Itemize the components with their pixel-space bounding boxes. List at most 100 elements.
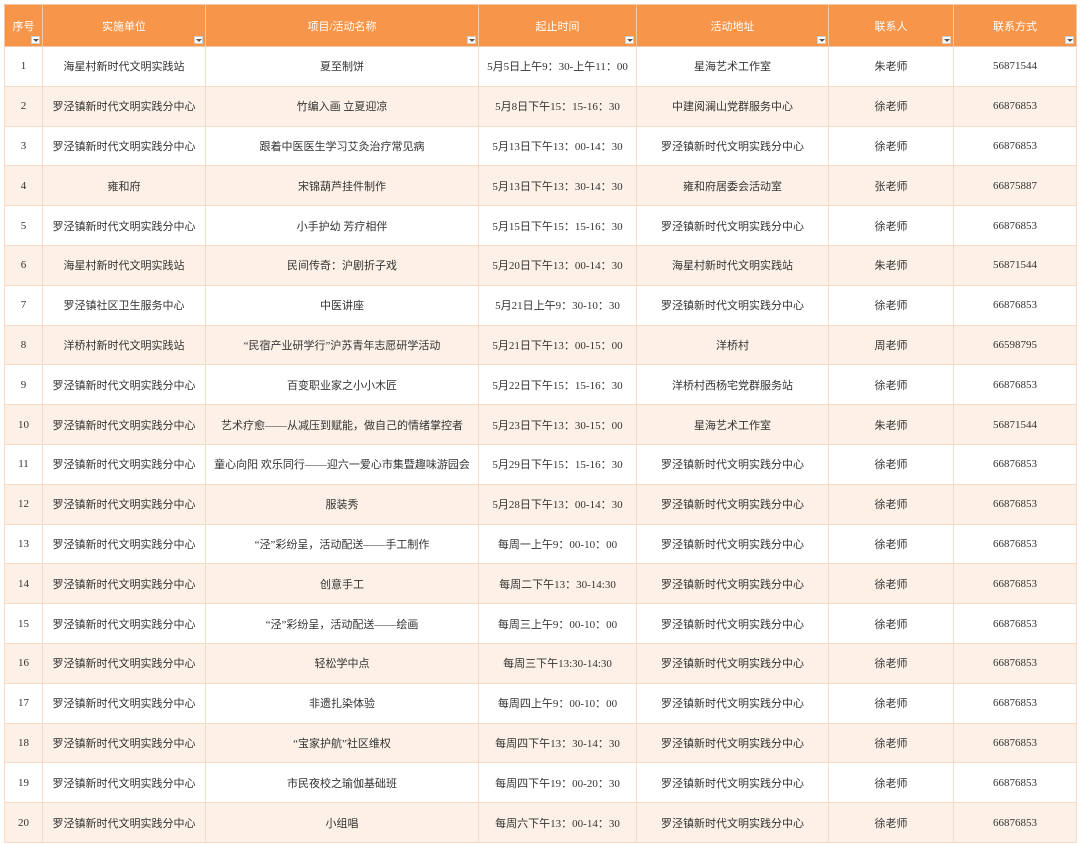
table-cell: 罗泾镇社区卫生服务中心 xyxy=(42,284,206,326)
table-cell: 罗泾镇新时代文明实践分中心 xyxy=(636,802,829,843)
table-cell: “泾”彩纷呈，活动配送——手工制作 xyxy=(205,523,479,565)
table-cell: 8 xyxy=(4,324,43,366)
table-cell: 徐老师 xyxy=(828,802,954,843)
table-cell: 7 xyxy=(4,284,43,326)
table-row: 20 罗泾镇新时代文明实践分中心 小组唱 每周六下午13：00-14：30 罗泾镇新时代… xyxy=(4,802,1077,843)
table-cell: 5月8日下午15：15-16：30 xyxy=(478,85,637,127)
header-label: 项目/活动名称 xyxy=(307,20,377,33)
table-cell: 5月13日下午13：30-14：30 xyxy=(478,165,637,207)
table-cell: 5月21日下午13：00-15：00 xyxy=(478,324,637,366)
table-wrap: 序号 实施单位 项目/活动名称 起止时间 活动地址 联系人 联系方式 1 海星村新时代文明实践… xyxy=(4,4,1077,843)
filter-button[interactable] xyxy=(625,36,634,44)
table-cell: 66876853 xyxy=(953,483,1077,525)
filter-button[interactable] xyxy=(1065,36,1074,44)
header-label: 实施单位 xyxy=(102,20,146,33)
table-row: 1 海星村新时代文明实践站 夏至制饼 5月5日上午9：30-上午11：00 星海艺术工作… xyxy=(4,46,1077,87)
table-cell: 18 xyxy=(4,722,43,764)
table-cell: 徐老师 xyxy=(828,85,954,127)
table-cell: 5月29日下午15：15-16：30 xyxy=(478,443,637,485)
table-cell: 张老师 xyxy=(828,165,954,207)
table-cell: 5 xyxy=(4,205,43,246)
table-cell: 66876853 xyxy=(953,364,1077,406)
table-row: 16 罗泾镇新时代文明实践分中心 轻松学中点 每周三下午13:30-14:30 罗泾镇新… xyxy=(4,642,1077,684)
table-cell: 每周二下午13：30-14:30 xyxy=(478,563,637,605)
table-cell: 宋锦葫芦挂件制作 xyxy=(205,165,479,207)
table-cell: 56871544 xyxy=(953,404,1077,445)
table-cell: 56871544 xyxy=(953,244,1077,286)
filter-button[interactable] xyxy=(194,36,203,44)
table-cell: 66876853 xyxy=(953,205,1077,246)
table-row: 18 罗泾镇新时代文明实践分中心 “宝家护航”社区维权 每周四下午13：30-14：3… xyxy=(4,722,1077,764)
table-cell: 66876853 xyxy=(953,762,1077,804)
table-cell: 5月20日下午13：00-14：30 xyxy=(478,244,637,286)
table-row: 9 罗泾镇新时代文明实践分中心 百变职业家之小小木匠 5月22日下午15：15-16：… xyxy=(4,364,1077,406)
table-cell: 56871544 xyxy=(953,46,1077,87)
table-cell: 周老师 xyxy=(828,324,954,366)
column-header: 实施单位 xyxy=(42,4,206,47)
table-cell: 5月23日下午13：30-15：00 xyxy=(478,404,637,445)
header-label: 联系方式 xyxy=(993,20,1037,33)
table-cell: 罗泾镇新时代文明实践分中心 xyxy=(636,642,829,684)
table-row: 12 罗泾镇新时代文明实践分中心 服装秀 5月28日下午13：00-14：30 罗泾镇新… xyxy=(4,483,1077,525)
table-cell: 罗泾镇新时代文明实践分中心 xyxy=(42,802,206,843)
table-cell: 洋桥村新时代文明实践站 xyxy=(42,324,206,366)
table-cell: 洋桥村西杨宅党群服务站 xyxy=(636,364,829,406)
table-cell: 66876853 xyxy=(953,722,1077,764)
table-row: 4 雍和府 宋锦葫芦挂件制作 5月13日下午13：30-14：30 雍和府居委会活动室张… xyxy=(4,165,1077,207)
table-cell: 66876853 xyxy=(953,603,1077,644)
filter-button[interactable] xyxy=(817,36,826,44)
table-cell: 66876853 xyxy=(953,802,1077,843)
table-cell: 中医讲座 xyxy=(205,284,479,326)
table-cell: 5月22日下午15：15-16：30 xyxy=(478,364,637,406)
table-cell: 66876853 xyxy=(953,523,1077,565)
table-cell: 罗泾镇新时代文明实践分中心 xyxy=(42,762,206,804)
table-cell: 徐老师 xyxy=(828,722,954,764)
table-cell: 朱老师 xyxy=(828,404,954,445)
table-cell: 罗泾镇新时代文明实践分中心 xyxy=(42,404,206,445)
table-cell: 11 xyxy=(4,443,43,485)
table-row: 10 罗泾镇新时代文明实践分中心 艺术疗愈——从减压到赋能，做自己的情绪掌控者 5月2… xyxy=(4,404,1077,445)
table-cell: 创意手工 xyxy=(205,563,479,605)
table-cell: 19 xyxy=(4,762,43,804)
table-cell: 海星村新时代文明实践站 xyxy=(42,46,206,87)
table-cell: 66875887 xyxy=(953,165,1077,207)
table-cell: 市民夜校之瑜伽基础班 xyxy=(205,762,479,804)
table-cell: 雍和府 xyxy=(42,165,206,207)
table-cell: 3 xyxy=(4,125,43,167)
table-cell: 5月21日上午9：30-10：30 xyxy=(478,284,637,326)
table-cell: 徐老师 xyxy=(828,483,954,525)
table-cell: 罗泾镇新时代文明实践分中心 xyxy=(42,682,206,724)
table-cell: 5月13日下午13：00-14：30 xyxy=(478,125,637,167)
header-label: 序号 xyxy=(12,20,35,33)
table-cell: 罗泾镇新时代文明实践分中心 xyxy=(636,563,829,605)
table-cell: 童心向阳 欢乐同行——迎六一爱心市集暨趣味游园会 xyxy=(205,443,479,485)
table-cell: 9 xyxy=(4,364,43,406)
table-cell: 罗泾镇新时代文明实践分中心 xyxy=(42,642,206,684)
table-cell: 66598795 xyxy=(953,324,1077,366)
table-cell: 徐老师 xyxy=(828,762,954,804)
table-cell: 66876853 xyxy=(953,443,1077,485)
table-cell: 66876853 xyxy=(953,284,1077,326)
column-header: 项目/活动名称 xyxy=(205,4,479,47)
activity-table: 序号 实施单位 项目/活动名称 起止时间 活动地址 联系人 联系方式 1 海星村新时代文明实践… xyxy=(4,4,1077,843)
filter-button[interactable] xyxy=(942,36,951,44)
table-cell: 海星村新时代文明实践站 xyxy=(636,244,829,286)
table-cell: 轻松学中点 xyxy=(205,642,479,684)
filter-button[interactable] xyxy=(31,36,40,44)
table-cell: 罗泾镇新时代文明实践分中心 xyxy=(636,125,829,167)
table-cell: 5月15日下午15：15-16：30 xyxy=(478,205,637,246)
table-cell: 徐老师 xyxy=(828,523,954,565)
table-cell: 罗泾镇新时代文明实践分中心 xyxy=(42,563,206,605)
table-cell: 5月5日上午9：30-上午11：00 xyxy=(478,46,637,87)
table-cell: 罗泾镇新时代文明实践分中心 xyxy=(636,205,829,246)
table-cell: 徐老师 xyxy=(828,642,954,684)
table-cell: 10 xyxy=(4,404,43,445)
filter-button[interactable] xyxy=(467,36,476,44)
table-cell: 罗泾镇新时代文明实践分中心 xyxy=(42,443,206,485)
table-cell: 徐老师 xyxy=(828,125,954,167)
table-cell: 罗泾镇新时代文明实践分中心 xyxy=(42,205,206,246)
table-cell: 罗泾镇新时代文明实践分中心 xyxy=(636,443,829,485)
table-cell: 徐老师 xyxy=(828,603,954,644)
table-row: 15 罗泾镇新时代文明实践分中心 “泾”彩纷呈，活动配送——绘画 每周三上午9：00-… xyxy=(4,603,1077,644)
table-cell: 罗泾镇新时代文明实践分中心 xyxy=(636,682,829,724)
